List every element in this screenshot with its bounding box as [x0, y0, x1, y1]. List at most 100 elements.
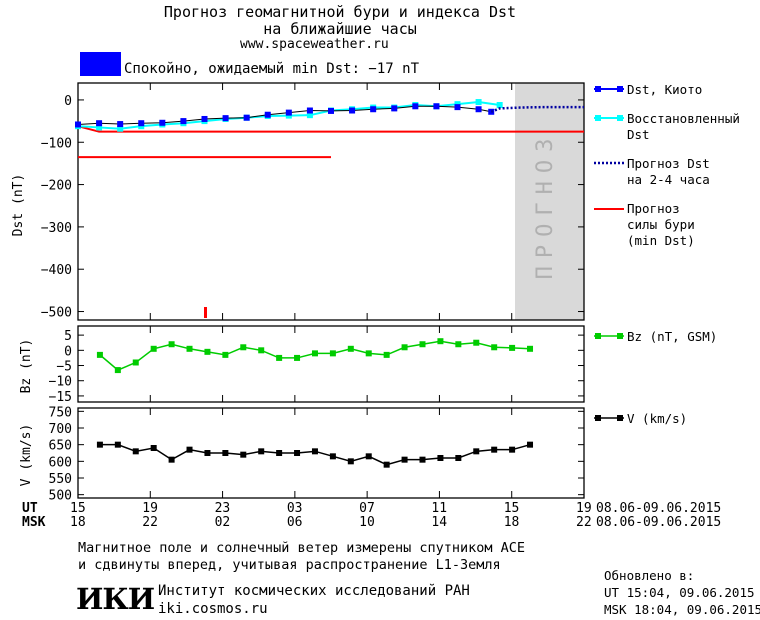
bz-point	[168, 341, 175, 348]
legend-bz: Bz (nT, GSM)	[627, 329, 718, 344]
v-line	[99, 443, 531, 466]
dst-y-tick-label: −100	[41, 136, 72, 151]
x-tick-label-msk: 10	[359, 515, 375, 530]
bz-point	[204, 348, 211, 355]
institute-site: iki.cosmos.ru	[158, 601, 268, 617]
dst-restored-point	[475, 99, 482, 106]
v-point	[222, 450, 229, 456]
dst-kyoto-point	[201, 115, 208, 122]
bz-y-tick-label: −15	[49, 390, 72, 405]
v-y-label: V (km/s)	[19, 424, 34, 487]
dst-kyoto-point	[391, 105, 398, 112]
bz-point	[294, 354, 301, 361]
legend-forecast-dst-1: Прогноз Dst	[627, 156, 710, 171]
v-point	[401, 456, 408, 463]
legend-bz-symbol	[594, 333, 624, 339]
v-point	[419, 456, 426, 463]
dst-kyoto-point	[159, 119, 166, 126]
bz-point	[473, 339, 480, 346]
x-axis-ut-label: UT	[22, 501, 38, 516]
dst-kyoto-point	[264, 111, 271, 118]
storm-forecast-line	[77, 125, 584, 133]
v-point	[347, 458, 354, 465]
bz-point	[419, 341, 426, 348]
v-point	[204, 450, 211, 456]
chart-title-line1: Прогноз геомагнитной бури и индекса Dst	[163, 3, 517, 21]
v-y-tick-label: 600	[49, 455, 72, 470]
x-tick-label-msk: 18	[70, 515, 86, 530]
bz-point	[132, 359, 139, 366]
bz-point	[96, 351, 103, 358]
bz-point	[311, 350, 318, 357]
chart-title-line2: на ближайшие часы	[263, 20, 417, 38]
bz-point	[186, 345, 193, 352]
bz-panel-frame	[77, 325, 585, 403]
dst-kyoto-point	[433, 103, 440, 110]
bz-point	[509, 344, 516, 351]
bz-point	[329, 350, 336, 357]
bz-point	[437, 338, 444, 345]
dst-y-label: Dst (nT)	[11, 174, 26, 237]
storm-marker	[204, 307, 207, 318]
bz-point	[150, 345, 157, 352]
x-tick-label-msk: 14	[431, 515, 448, 530]
dst-panel-frame	[77, 82, 585, 321]
dst-restored-point	[96, 124, 103, 131]
legend-dst-kyoto: Dst, Киото	[627, 82, 703, 97]
bz-point	[276, 354, 283, 361]
dst-kyoto-point	[454, 104, 461, 111]
x-tick-label-msk: 18	[503, 515, 520, 530]
dst-kyoto-point	[222, 115, 229, 122]
v-point	[365, 453, 372, 460]
v-point	[455, 455, 462, 461]
dst-kyoto-point	[117, 121, 124, 128]
x-tick-label-ut: 07	[359, 501, 375, 516]
x-tick-marks	[77, 83, 585, 498]
bz-y-tick-label: −10	[49, 375, 72, 390]
dst-restored-point	[117, 125, 124, 132]
dst-y-tick-label: −200	[41, 179, 72, 194]
bz-y-tick-label: 5	[64, 329, 72, 344]
forecast-band-label: ПРОГНОЗ	[533, 131, 558, 280]
x-tick-label-ut: 03	[286, 501, 303, 516]
v-point	[96, 441, 103, 448]
v-point	[276, 450, 283, 456]
v-point	[132, 448, 139, 455]
x-tick-label-ut: 19	[142, 501, 158, 516]
bz-point	[491, 344, 498, 351]
dst-kyoto-point	[96, 120, 103, 127]
dst-kyoto-point	[412, 103, 419, 110]
dst-kyoto-point	[243, 114, 250, 121]
x-tick-label-ut: 23	[214, 501, 231, 516]
status-text: Спокойно, ожидаемый min Dst: −17 nT	[124, 61, 420, 77]
bz-point	[455, 341, 462, 348]
bz-y-label: Bz (nT)	[19, 339, 34, 394]
v-point	[491, 446, 498, 453]
x-tick-label-msk: 22	[142, 515, 158, 530]
bz-point	[383, 351, 390, 358]
dst-restored-point	[496, 102, 503, 109]
dst-kyoto-point	[306, 107, 313, 114]
x-axis-msk-label: MSK	[22, 515, 46, 530]
dst-y-tick-label: −300	[41, 221, 72, 236]
v-point	[311, 448, 318, 455]
dst-kyoto-point	[285, 109, 292, 116]
bz-y-tick-label: −5	[56, 360, 72, 375]
legend-dst-restored-symbol	[594, 115, 624, 121]
dst-restored-point	[306, 112, 313, 119]
bz-point	[114, 367, 121, 374]
dst-kyoto-point	[370, 106, 377, 113]
legend-v: V (km/s)	[627, 411, 688, 426]
v-point	[329, 453, 336, 460]
dst-plot: 0 −100 −200 −300 −400 −500	[41, 94, 584, 321]
footer-note-line2: и сдвинуты вперед, учитывая распростране…	[78, 557, 501, 573]
v-point	[473, 448, 480, 455]
forecast-band	[515, 83, 584, 320]
dst-kyoto-point	[349, 107, 356, 114]
v-point	[509, 446, 516, 453]
institute-name: Институт космических исследований РАН	[158, 583, 470, 599]
site-url: www.spaceweather.ru	[240, 37, 389, 52]
v-point	[527, 441, 534, 448]
